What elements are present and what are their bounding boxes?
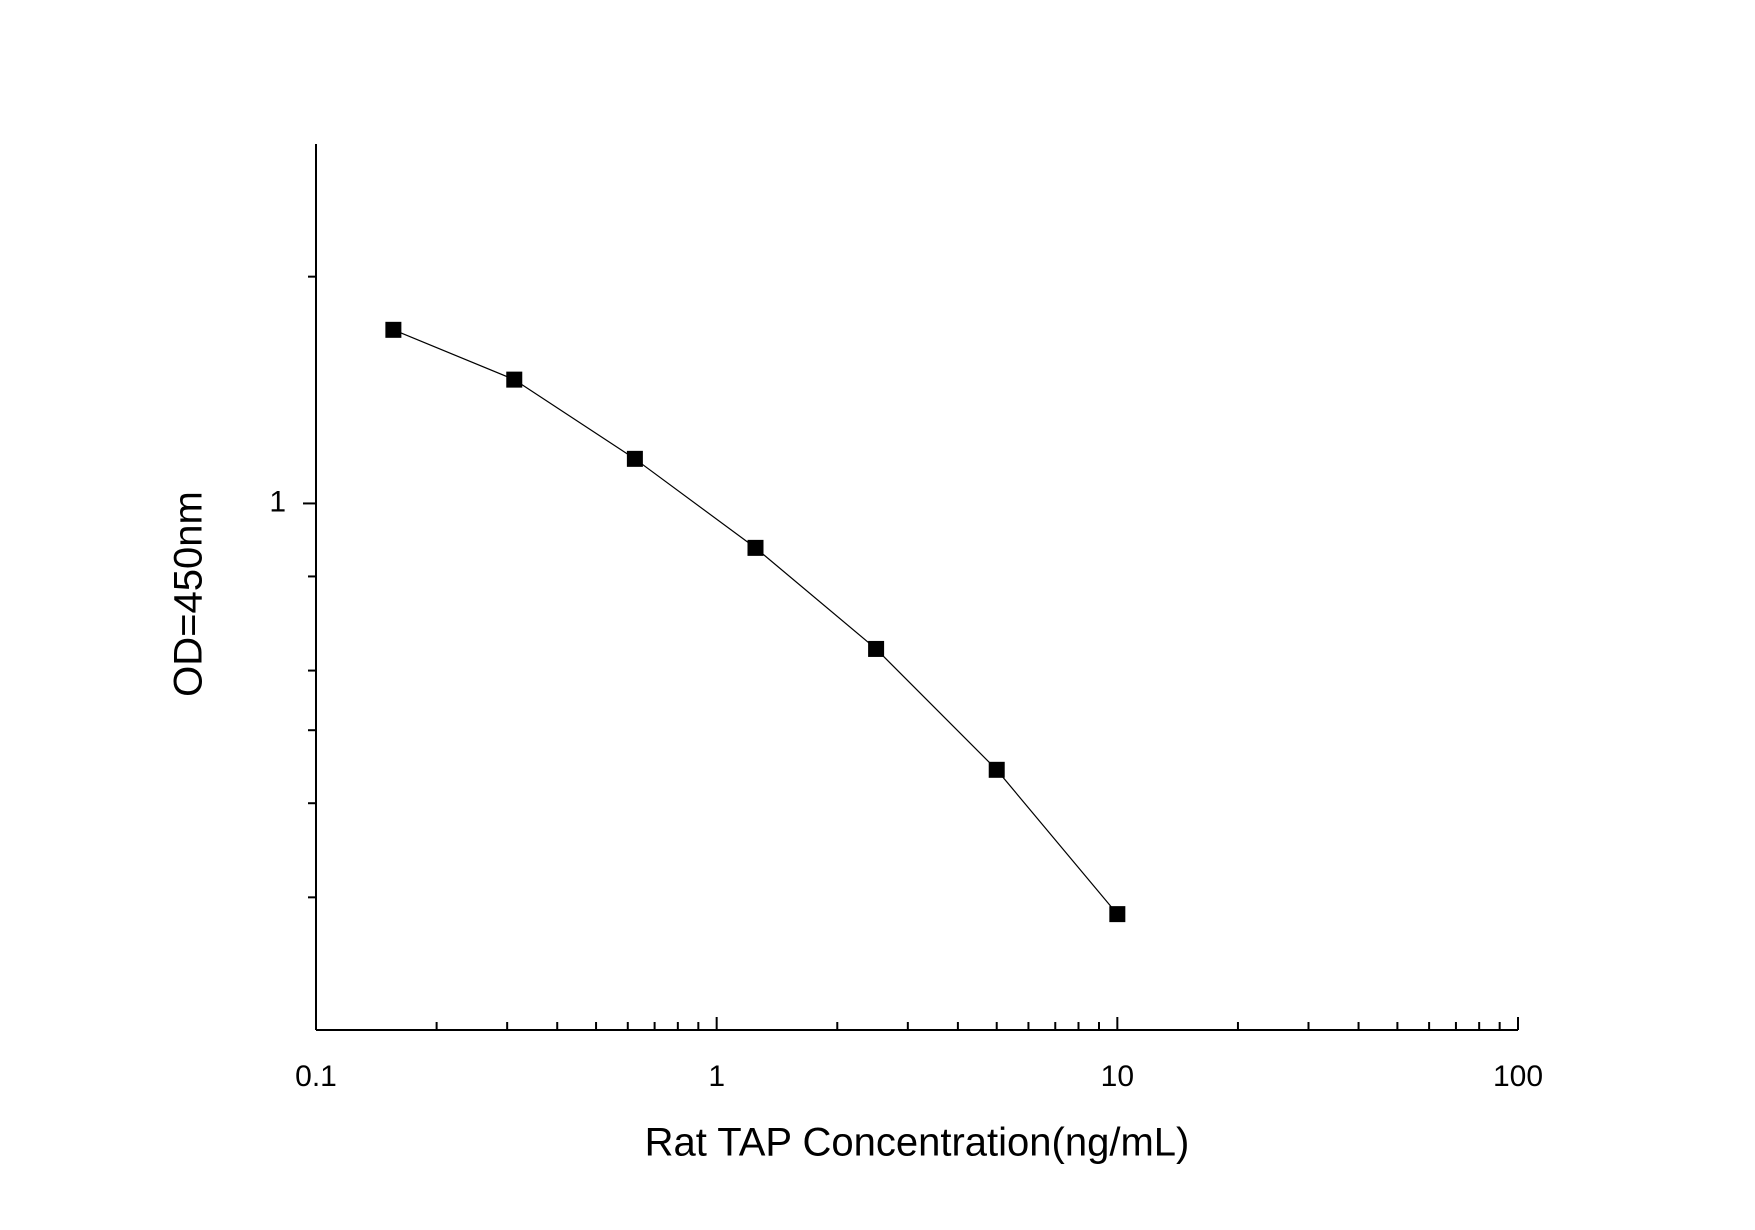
data-point bbox=[1109, 906, 1126, 923]
x-axis-title: Rat TAP Concentration(ng/mL) bbox=[645, 1121, 1190, 1165]
data-point bbox=[747, 539, 764, 556]
x-tick-label: 100 bbox=[1493, 1060, 1543, 1093]
data-point bbox=[506, 371, 523, 388]
data-point bbox=[626, 450, 643, 467]
x-tick-label: 0.1 bbox=[295, 1060, 337, 1093]
data-point bbox=[988, 761, 1005, 778]
y-axis-title: OD=450nm bbox=[167, 491, 211, 697]
x-tick-label: 1 bbox=[708, 1060, 725, 1093]
y-tick-label: 1 bbox=[269, 485, 286, 518]
x-tick-label: 10 bbox=[1101, 1060, 1134, 1093]
data-point bbox=[868, 640, 885, 657]
data-point bbox=[385, 321, 402, 338]
data-line bbox=[393, 329, 1118, 915]
